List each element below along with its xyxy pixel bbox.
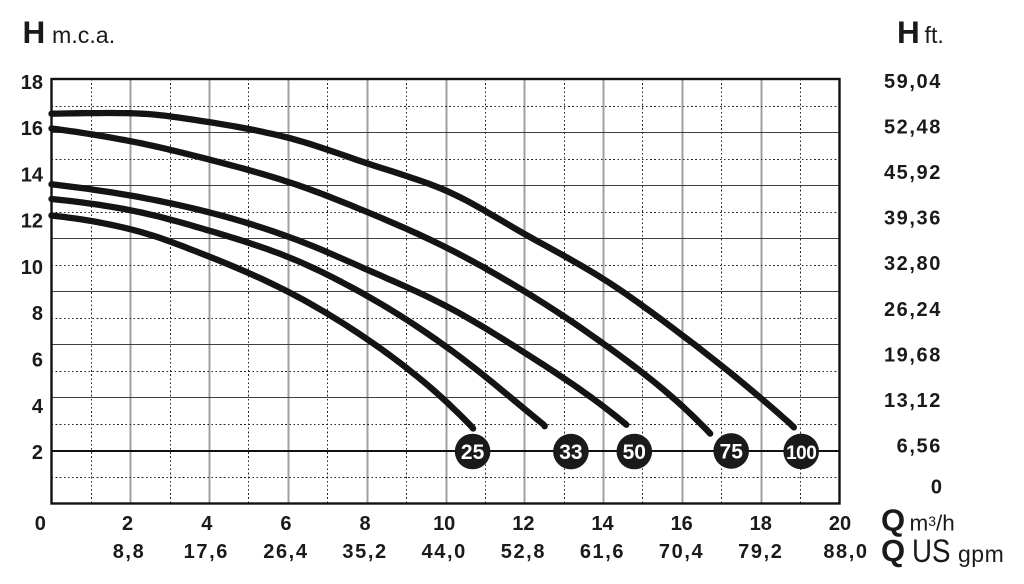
svg-text:33: 33 [559,441,582,464]
svg-text:88,0: 88,0 [823,541,868,563]
svg-text:44,0: 44,0 [422,541,467,563]
svg-text:4: 4 [32,396,44,418]
svg-text:19,68: 19,68 [884,344,942,366]
svg-text:m.c.a.: m.c.a. [52,22,115,48]
svg-text:100: 100 [786,443,816,464]
svg-text:2: 2 [122,513,133,535]
svg-text:52,48: 52,48 [884,116,942,138]
svg-text:8: 8 [32,303,43,325]
svg-text:14: 14 [21,164,44,186]
svg-text:45,92: 45,92 [884,162,942,184]
svg-text:17,6: 17,6 [184,541,229,563]
svg-text:10: 10 [433,513,455,535]
svg-text:gpm: gpm [958,541,1004,567]
svg-text:25: 25 [461,441,485,464]
svg-text:10: 10 [21,257,43,279]
svg-text:8: 8 [360,513,371,535]
svg-text:Q: Q [881,533,905,568]
svg-text:52,8: 52,8 [501,541,546,563]
svg-text:ft.: ft. [925,22,944,48]
svg-text:Q: Q [881,503,905,538]
svg-text:70,4: 70,4 [659,541,704,563]
svg-text:26,24: 26,24 [884,299,942,321]
svg-text:16: 16 [671,513,693,535]
svg-text:H: H [23,14,46,50]
svg-text:16: 16 [21,118,43,140]
svg-text:39,36: 39,36 [884,208,942,230]
svg-text:12: 12 [21,211,43,233]
svg-text:18: 18 [750,513,772,535]
svg-text:13,12: 13,12 [884,390,942,412]
svg-text:0: 0 [35,513,46,535]
svg-text:US: US [912,533,951,569]
svg-text:6: 6 [32,350,43,372]
svg-text:12: 12 [512,513,534,535]
svg-text:0: 0 [931,476,942,498]
svg-text:2: 2 [32,442,43,464]
svg-text:35,2: 35,2 [342,541,387,563]
svg-text:6: 6 [280,513,291,535]
svg-text:50: 50 [623,441,646,464]
svg-text:59,04: 59,04 [884,71,942,93]
svg-text:61,6: 61,6 [580,541,625,563]
svg-text:18: 18 [21,72,43,94]
svg-text:4: 4 [201,513,213,535]
svg-text:8,8: 8,8 [113,541,146,563]
svg-text:6,56: 6,56 [897,436,942,458]
svg-text:14: 14 [591,513,614,535]
svg-text:20: 20 [829,513,851,535]
svg-text:26,4: 26,4 [263,541,308,563]
svg-text:H: H [897,14,920,50]
svg-text:79,2: 79,2 [738,541,783,563]
svg-text:75: 75 [720,441,744,464]
svg-text:32,80: 32,80 [884,253,942,275]
